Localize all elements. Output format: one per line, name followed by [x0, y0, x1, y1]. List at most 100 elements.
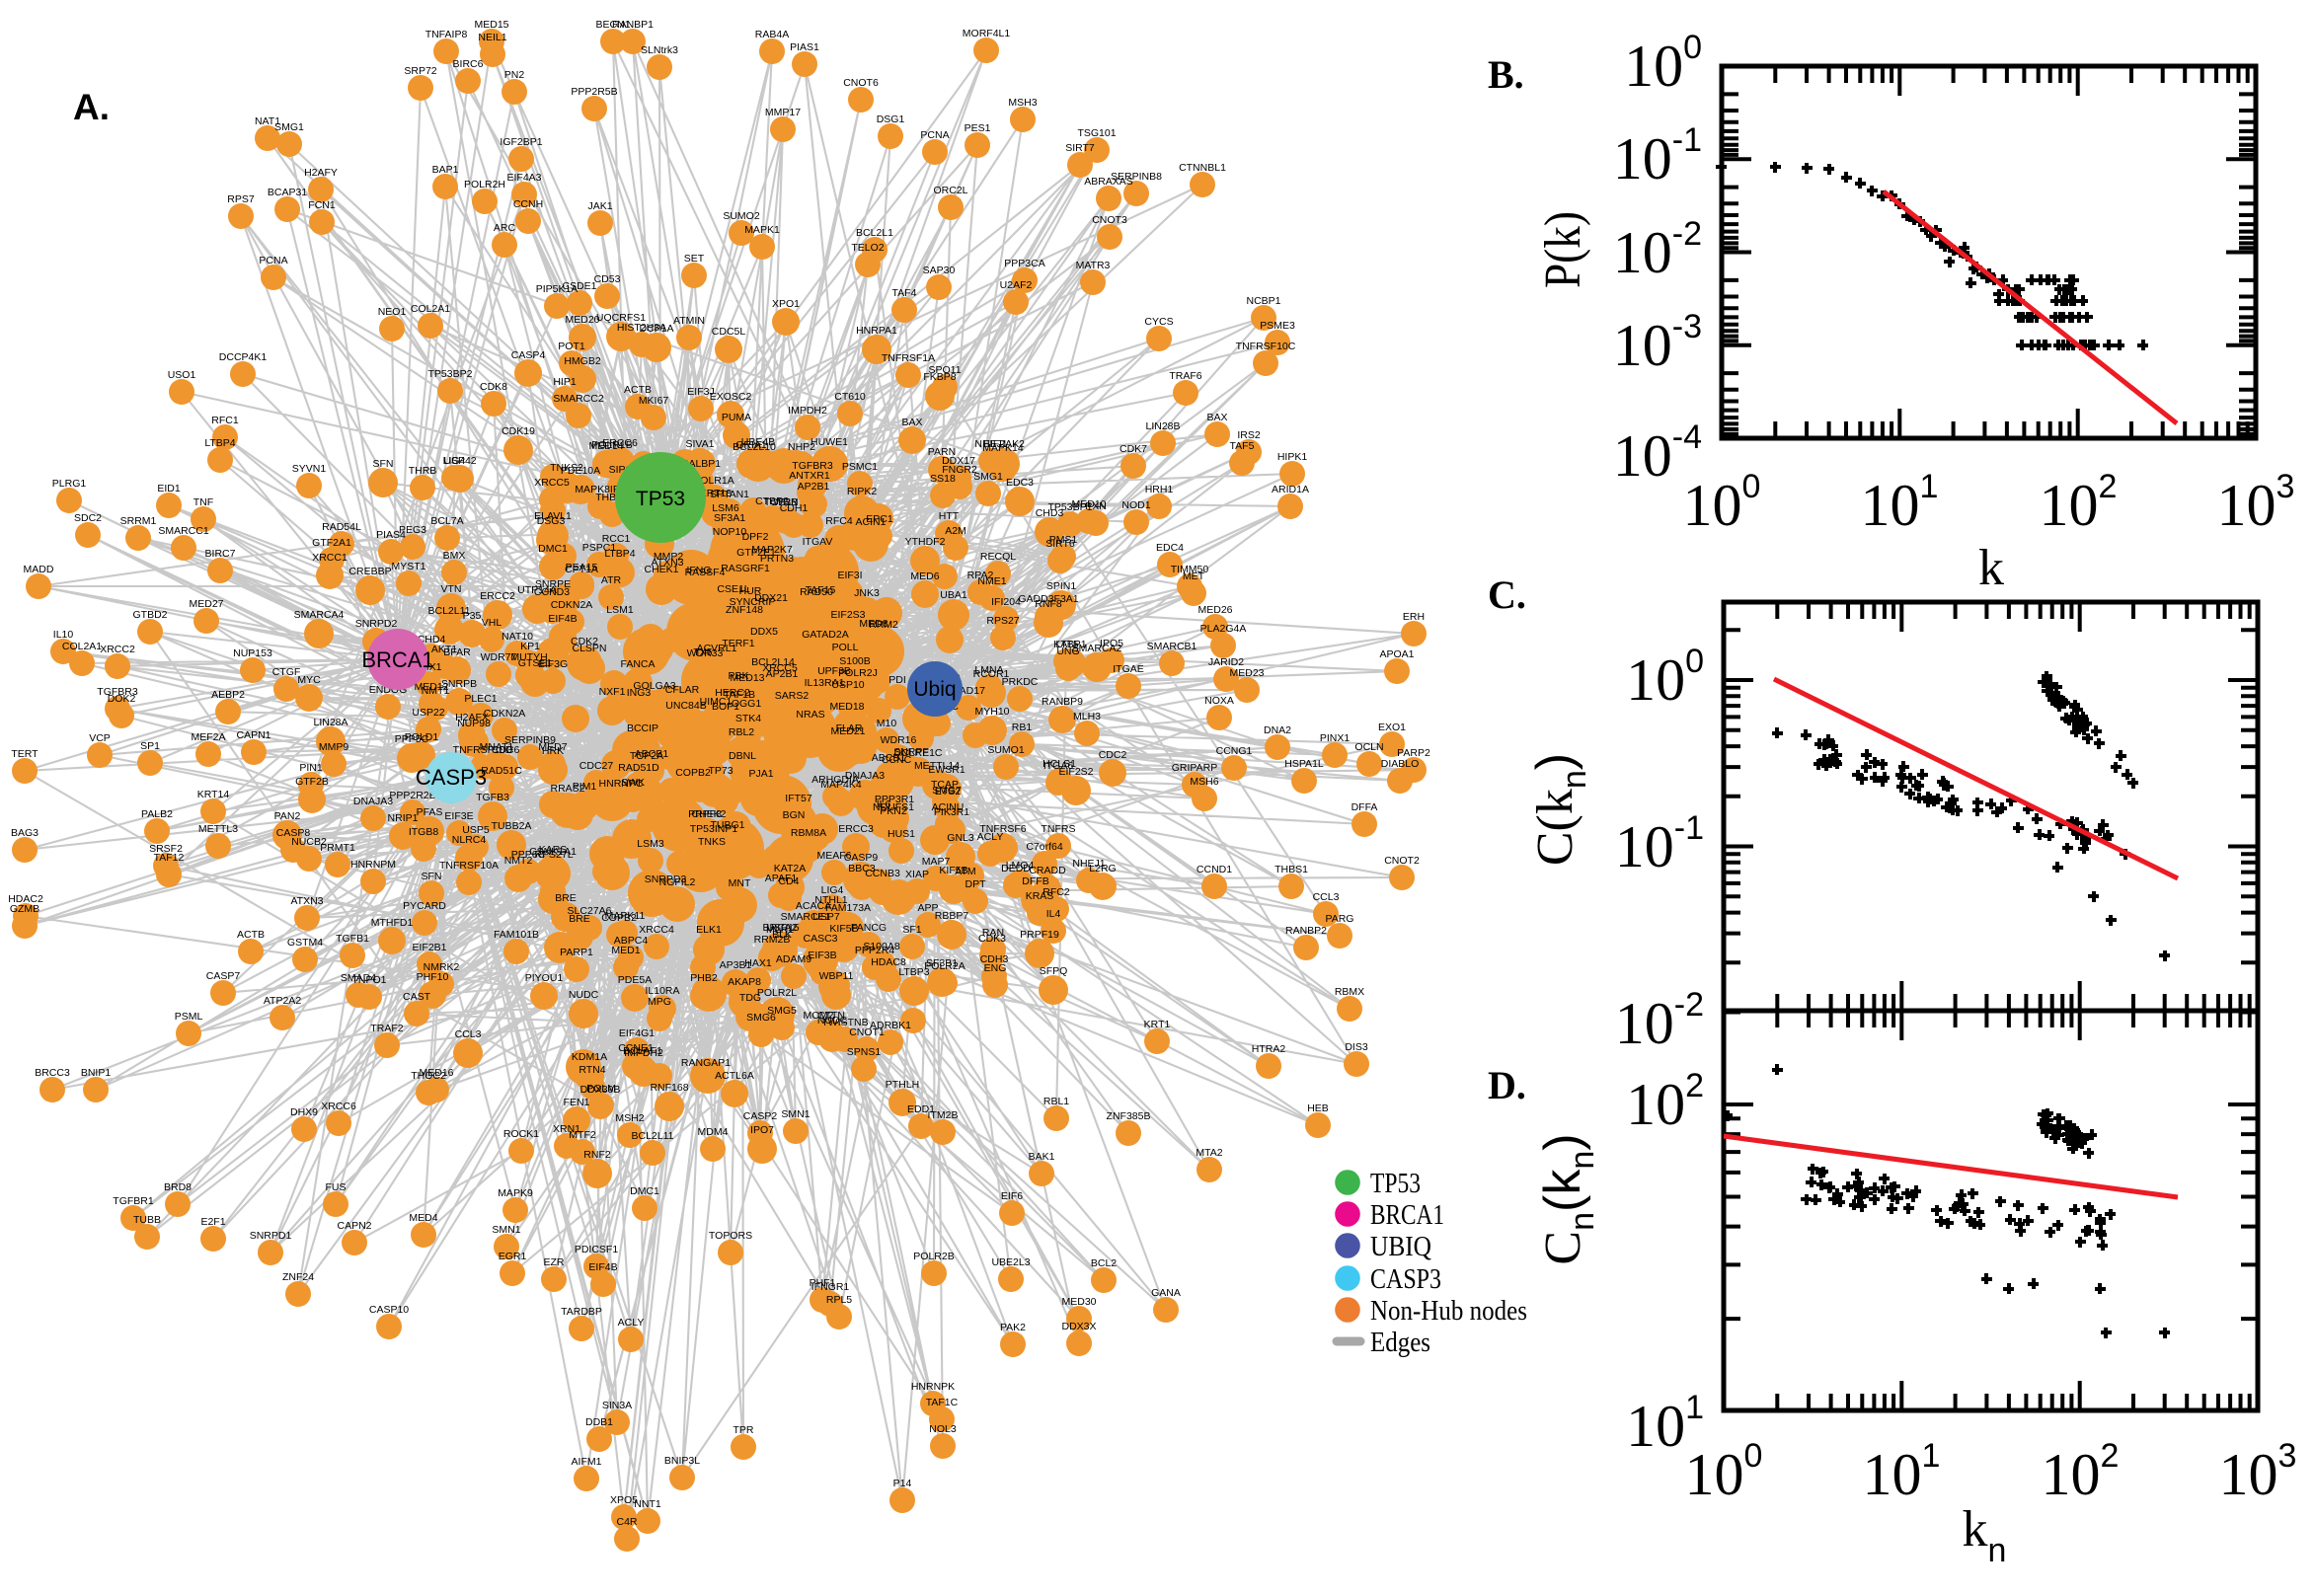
svg-text:RRM2: RRM2: [869, 619, 898, 631]
svg-text:HNRNPC: HNRNPC: [599, 778, 644, 790]
svg-text:PARP1: PARP1: [560, 947, 593, 958]
svg-text:HIP1: HIP1: [553, 376, 577, 388]
svg-text:PAN2: PAN2: [274, 810, 301, 822]
svg-text:B.: B.: [1488, 52, 1524, 97]
svg-text:CTNNBL1: CTNNBL1: [1179, 162, 1226, 174]
svg-text:BOP1: BOP1: [712, 701, 739, 713]
svg-text:KRT18: KRT18: [700, 488, 733, 499]
svg-text:DDX5: DDX5: [750, 626, 778, 638]
svg-text:NME1: NME1: [977, 575, 1006, 587]
svg-text:POLD1: POLD1: [405, 731, 439, 743]
svg-text:RFC1: RFC1: [211, 415, 239, 426]
svg-text:PARG: PARG: [1326, 913, 1354, 925]
svg-text:TNKS: TNKS: [698, 836, 726, 848]
svg-text:DHX9: DHX9: [290, 1106, 318, 1118]
svg-text:PRPF8: PRPF8: [688, 808, 722, 820]
svg-text:DSG3: DSG3: [537, 515, 566, 527]
svg-text:CSNK1A1: CSNK1A1: [529, 846, 577, 858]
svg-text:IMPDH2: IMPDH2: [788, 405, 827, 417]
svg-text:CREBBP: CREBBP: [348, 566, 391, 577]
svg-text:EIF6: EIF6: [1001, 1190, 1023, 1202]
svg-text:MAPK11: MAPK11: [605, 910, 646, 922]
svg-text:HNRNPM: HNRNPM: [350, 859, 396, 871]
svg-text:EIF2B1: EIF2B1: [412, 942, 446, 953]
svg-text:MUTYH: MUTYH: [510, 651, 547, 663]
svg-text:ACIN1: ACIN1: [856, 516, 887, 528]
svg-text:EPC1: EPC1: [866, 513, 893, 525]
svg-text:CDH1: CDH1: [780, 502, 809, 514]
svg-text:LTBP4: LTBP4: [604, 548, 635, 560]
svg-text:TNFRSF10A: TNFRSF10A: [439, 860, 499, 872]
svg-text:PN2: PN2: [504, 69, 525, 81]
svg-text:MMP17: MMP17: [765, 107, 801, 118]
svg-text:WBP11: WBP11: [819, 970, 854, 982]
svg-text:DIABLO: DIABLO: [1381, 758, 1420, 770]
svg-text:SS18: SS18: [930, 473, 956, 485]
svg-text:EDC3: EDC3: [1006, 477, 1034, 489]
svg-text:SNRPD3: SNRPD3: [645, 874, 687, 885]
svg-text:WRN: WRN: [773, 496, 798, 508]
svg-text:S100A8: S100A8: [863, 941, 900, 952]
svg-text:PIYOU1: PIYOU1: [525, 972, 564, 984]
svg-text:NUP98: NUP98: [457, 718, 491, 729]
svg-text:CFLAR: CFLAR: [665, 684, 700, 696]
svg-text:ERCC2: ERCC2: [480, 590, 515, 602]
svg-text:DDX21: DDX21: [754, 592, 788, 604]
svg-text:CDK3: CDK3: [978, 933, 1006, 945]
svg-text:PLA2G4A: PLA2G4A: [1200, 623, 1247, 635]
svg-text:GTF2E1: GTF2E1: [736, 547, 776, 559]
svg-text:WDR16: WDR16: [881, 734, 917, 746]
svg-text:MED7: MED7: [538, 741, 567, 753]
svg-text:Edges: Edges: [1370, 1328, 1430, 1358]
svg-text:RAD51D: RAD51D: [618, 762, 659, 774]
svg-text:TGFB3: TGFB3: [476, 792, 509, 803]
svg-text:BNIP1: BNIP1: [81, 1067, 112, 1079]
svg-text:IFNGR1: IFNGR1: [811, 1281, 850, 1293]
svg-text:BGN: BGN: [783, 809, 806, 821]
svg-text:AP3B1: AP3B1: [720, 959, 752, 971]
svg-text:TGFBR3: TGFBR3: [97, 686, 138, 698]
svg-text:CHD4: CHD4: [418, 634, 446, 646]
svg-text:XRCC1: XRCC1: [312, 552, 347, 564]
svg-text:PSML: PSML: [175, 1011, 203, 1023]
svg-text:BLK: BLK: [772, 929, 792, 941]
svg-text:BCL2: BCL2: [1091, 1257, 1117, 1269]
svg-text:CCNB3: CCNB3: [865, 868, 900, 879]
svg-text:TNFRSF1A: TNFRSF1A: [882, 352, 935, 364]
svg-text:EIF3E: EIF3E: [444, 810, 473, 822]
svg-text:PBK: PBK: [728, 670, 748, 682]
svg-text:OCLN: OCLN: [1354, 741, 1383, 753]
svg-text:CAPN1: CAPN1: [236, 729, 270, 741]
svg-text:PXN: PXN: [1085, 500, 1107, 512]
svg-text:DCP1A: DCP1A: [639, 323, 673, 335]
svg-text:SMARCC2: SMARCC2: [553, 393, 604, 405]
svg-text:POLR2L: POLR2L: [757, 987, 797, 999]
svg-text:SPNS1: SPNS1: [847, 1046, 882, 1058]
svg-text:AIFM1: AIFM1: [572, 1456, 602, 1468]
svg-text:RECQL: RECQL: [980, 551, 1016, 563]
svg-text:NOD1: NOD1: [1121, 499, 1150, 511]
svg-text:ENG: ENG: [984, 962, 1007, 974]
svg-text:CNOT6: CNOT6: [843, 77, 879, 89]
svg-text:POLR2H: POLR2H: [464, 179, 505, 190]
svg-text:SUMO2: SUMO2: [723, 210, 760, 222]
svg-text:SMG6: SMG6: [746, 1012, 776, 1024]
svg-text:CDKN2A: CDKN2A: [551, 599, 593, 611]
svg-text:HUWE1: HUWE1: [811, 436, 848, 448]
svg-text:PALB2: PALB2: [141, 808, 173, 820]
svg-text:CTGF: CTGF: [272, 666, 301, 678]
svg-text:STK4: STK4: [735, 713, 761, 724]
svg-text:ATM: ATM: [955, 866, 975, 877]
svg-text:HIST2H3A: HIST2H3A: [617, 322, 666, 334]
svg-text:DFFB: DFFB: [1022, 875, 1048, 887]
svg-text:TP53INP1: TP53INP1: [690, 823, 738, 835]
svg-text:USP42: USP42: [443, 455, 476, 467]
svg-text:AP2B1: AP2B1: [798, 481, 830, 493]
svg-text:CNOT2: CNOT2: [1384, 855, 1420, 867]
svg-text:GZMB: GZMB: [10, 903, 39, 915]
svg-text:XPO1: XPO1: [772, 298, 800, 310]
svg-text:ADAM9: ADAM9: [776, 953, 811, 965]
svg-text:GTF2A1: GTF2A1: [312, 537, 351, 549]
svg-text:SMG5: SMG5: [767, 1005, 797, 1017]
svg-text:SYNCRIP: SYNCRIP: [730, 596, 776, 608]
